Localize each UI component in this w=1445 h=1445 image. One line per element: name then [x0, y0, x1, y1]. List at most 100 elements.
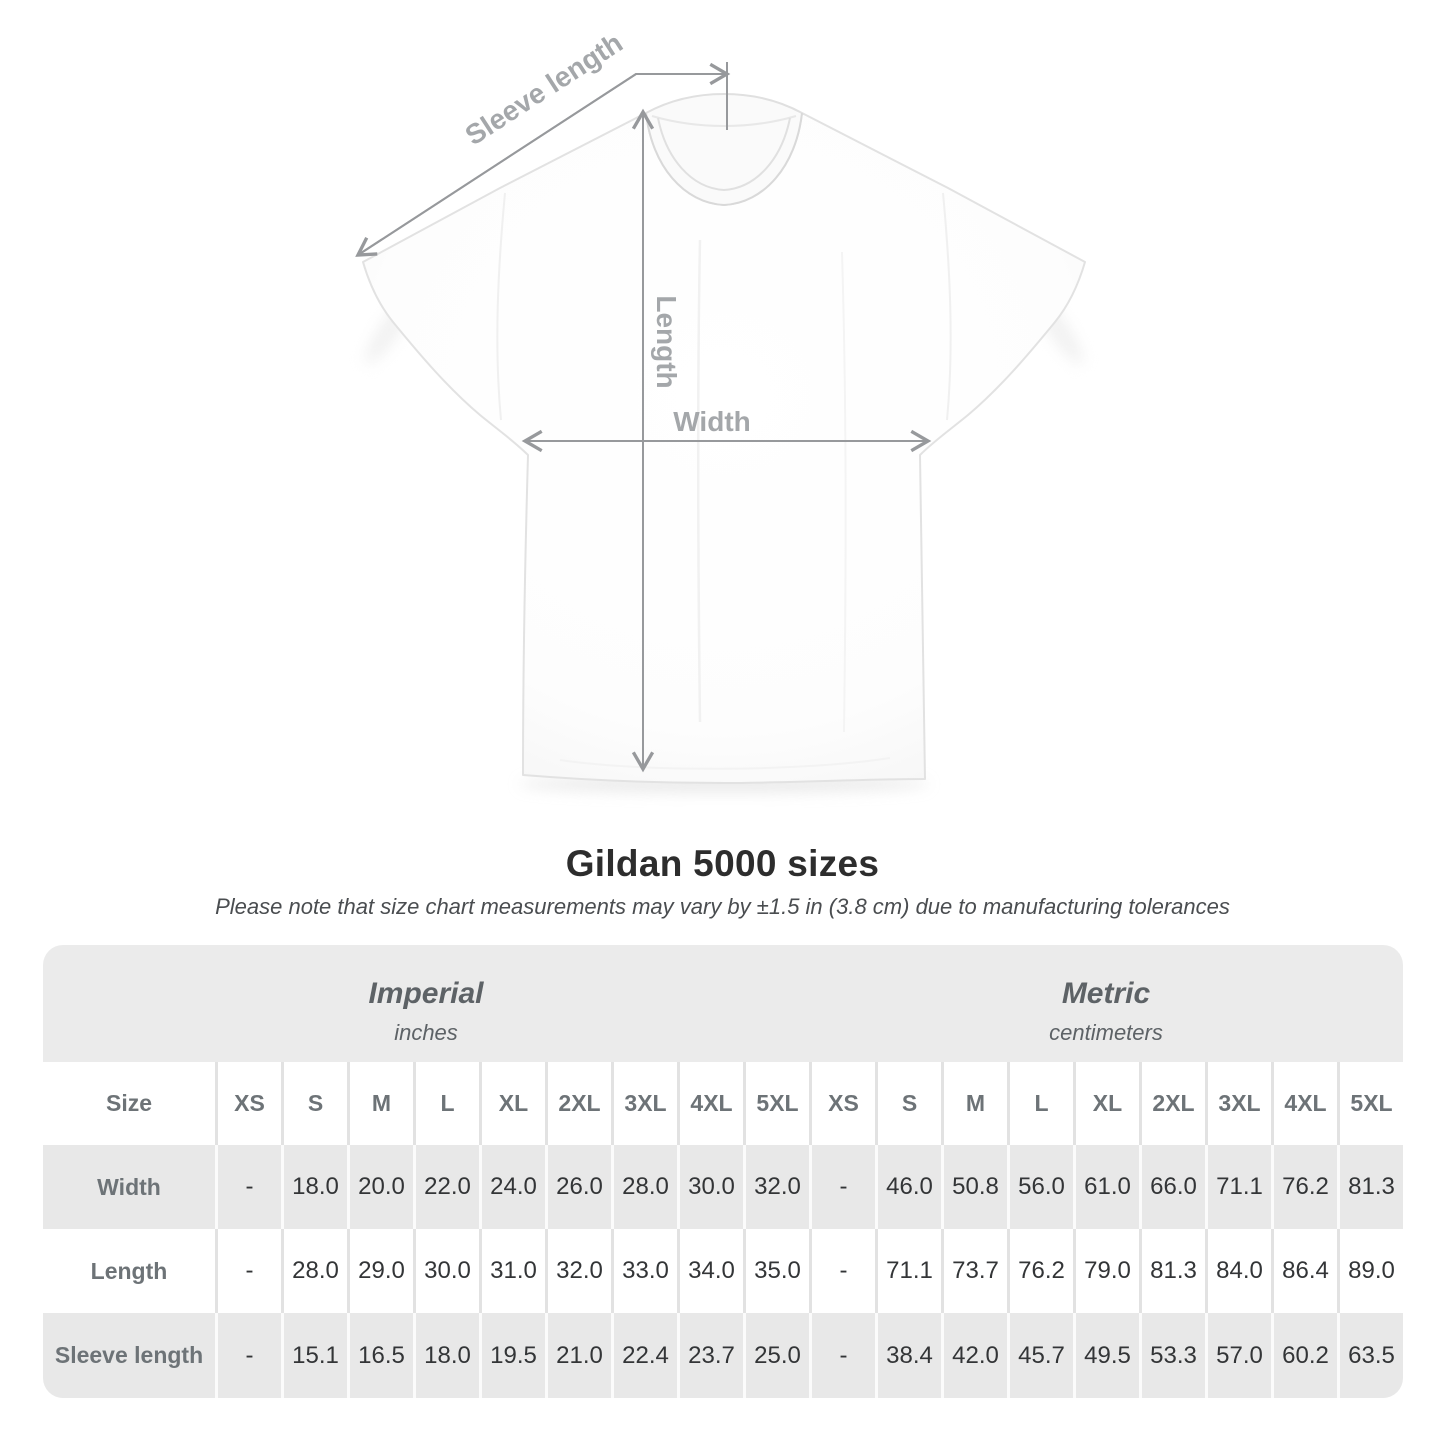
table-cell: 42.0: [941, 1313, 1007, 1398]
size-col-header-metric: 4XL: [1271, 1062, 1337, 1145]
size-col-header-metric: M: [941, 1062, 1007, 1145]
table-cell: 73.7: [941, 1229, 1007, 1313]
table-cell: 30.0: [413, 1229, 479, 1313]
table-cell: 86.4: [1271, 1229, 1337, 1313]
table-cell: -: [215, 1229, 281, 1313]
row-label: Width: [97, 1173, 161, 1200]
size-col-header-imperial: XS: [215, 1062, 281, 1145]
size-table: Imperial inches Metric centimeters Size …: [43, 945, 1403, 1398]
table-cell: 31.0: [479, 1229, 545, 1313]
imperial-section-header: Imperial inches: [43, 945, 809, 1062]
table-cell: 76.2: [1271, 1145, 1337, 1229]
tolerance-note: Please note that size chart measurements…: [215, 894, 1230, 919]
table-cell: 71.1: [875, 1229, 941, 1313]
measurement-annotations: [355, 62, 932, 773]
table-cell: 33.0: [611, 1229, 677, 1313]
table-cell: -: [809, 1145, 875, 1229]
size-col-header-metric: L: [1007, 1062, 1073, 1145]
table-cell: 79.0: [1073, 1229, 1139, 1313]
metric-section-header: Metric centimeters: [809, 945, 1403, 1062]
size-col-header-imperial: L: [413, 1062, 479, 1145]
table-cell: 20.0: [347, 1145, 413, 1229]
metric-unit: centimeters: [1049, 1020, 1163, 1045]
size-col-header-metric: XL: [1073, 1062, 1139, 1145]
size-col-header-imperial: M: [347, 1062, 413, 1145]
size-col-header-metric: XS: [809, 1062, 875, 1145]
size-col-header-imperial: 5XL: [743, 1062, 809, 1145]
table-cell: 84.0: [1205, 1229, 1271, 1313]
tshirt-body: [362, 112, 1086, 784]
table-cell: 22.0: [413, 1145, 479, 1229]
size-col-header-metric: S: [875, 1062, 941, 1145]
collar-back-arc: [645, 92, 803, 114]
table-cell: 81.3: [1139, 1229, 1205, 1313]
table-cell: 35.0: [743, 1229, 809, 1313]
table-cell: 46.0: [875, 1145, 941, 1229]
size-col-header-metric: 3XL: [1205, 1062, 1271, 1145]
table-cell: 56.0: [1007, 1145, 1073, 1229]
table-cell: 18.0: [281, 1145, 347, 1229]
table-header-row: Size XS S M L XL 2XL 3XL 4XL 5XL XS S M …: [43, 1062, 1403, 1145]
table-cell: 89.0: [1337, 1229, 1403, 1313]
size-col-header-metric: 2XL: [1139, 1062, 1205, 1145]
table-cell: 26.0: [545, 1145, 611, 1229]
length-label: Length: [651, 295, 682, 388]
table-cell: 24.0: [479, 1145, 545, 1229]
table-cell: -: [809, 1313, 875, 1398]
table-row-length: Length - 28.0 29.0 30.0 31.0 32.0 33.0 3…: [43, 1229, 1403, 1313]
collar-rib-line: [657, 117, 791, 192]
table-cell: 71.1: [1205, 1145, 1271, 1229]
table-cell: 60.2: [1271, 1313, 1337, 1398]
collar-opening: [646, 94, 802, 205]
table-cell: 66.0: [1139, 1145, 1205, 1229]
size-diagram: Sleeve length Length Width: [355, 27, 1086, 793]
imperial-title: Imperial: [368, 977, 484, 1010]
sleeve-length-label: Sleeve length: [460, 27, 628, 151]
table-cell: -: [809, 1229, 875, 1313]
table-cell: 32.0: [545, 1229, 611, 1313]
table-cell: 76.2: [1007, 1229, 1073, 1313]
table-cell: 22.4: [611, 1313, 677, 1398]
table-cell: 25.0: [743, 1313, 809, 1398]
table-cell: 15.1: [281, 1313, 347, 1398]
table-cell: 49.5: [1073, 1313, 1139, 1398]
size-col-header-imperial: 3XL: [611, 1062, 677, 1145]
size-col-header-imperial: 2XL: [545, 1062, 611, 1145]
table-cell: 53.3: [1139, 1313, 1205, 1398]
collar-back-seam: [651, 115, 797, 128]
unit-band: Imperial inches Metric centimeters: [43, 945, 1403, 1062]
table-cell: 81.3: [1337, 1145, 1403, 1229]
table-cell: 29.0: [347, 1229, 413, 1313]
row-label: Sleeve length: [54, 1342, 204, 1368]
heading-block: Gildan 5000 sizes Please note that size …: [0, 845, 1445, 920]
table-cell: 28.0: [281, 1229, 347, 1313]
table-cell: 23.7: [677, 1313, 743, 1398]
row-label: Length: [90, 1257, 168, 1284]
table-cell: 32.0: [743, 1145, 809, 1229]
imperial-unit: inches: [394, 1020, 458, 1045]
table-cell: -: [215, 1145, 281, 1229]
metric-title: Metric: [1061, 977, 1151, 1010]
table-cell: 57.0: [1205, 1313, 1271, 1398]
table-cell: 16.5: [347, 1313, 413, 1398]
table-cell: 34.0: [677, 1229, 743, 1313]
table-cell: 21.0: [545, 1313, 611, 1398]
table-cell: 30.0: [677, 1145, 743, 1229]
table-cell: 19.5: [479, 1313, 545, 1398]
size-col-header-imperial: S: [281, 1062, 347, 1145]
size-col-header-metric: 5XL: [1337, 1062, 1403, 1145]
size-header-cell: Size: [105, 1090, 153, 1116]
table-cell: 63.5: [1337, 1313, 1403, 1398]
page-title: Gildan 5000 sizes: [565, 843, 880, 884]
table-cell: 45.7: [1007, 1313, 1073, 1398]
table-cell: -: [215, 1313, 281, 1398]
width-label: Width: [673, 406, 751, 437]
table-row-width: Width - 18.0 20.0 22.0 24.0 26.0 28.0 30…: [43, 1145, 1403, 1229]
table-cell: 61.0: [1073, 1145, 1139, 1229]
size-col-header-imperial: 4XL: [677, 1062, 743, 1145]
table-cell: 18.0: [413, 1313, 479, 1398]
table-cell: 38.4: [875, 1313, 941, 1398]
size-col-header-imperial: XL: [479, 1062, 545, 1145]
fabric-creases: [496, 192, 952, 770]
